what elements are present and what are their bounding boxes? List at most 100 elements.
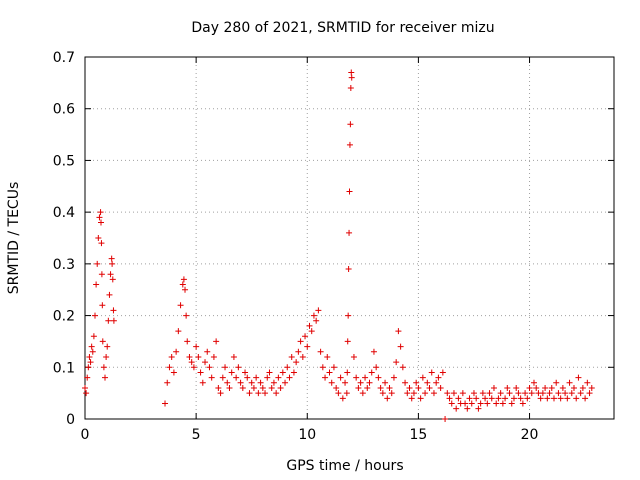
data-point — [162, 400, 169, 407]
x-tick-label: 20 — [521, 427, 539, 443]
data-point — [422, 390, 429, 397]
data-point — [290, 369, 297, 376]
data-point — [415, 384, 422, 391]
data-point — [337, 374, 344, 381]
data-point — [277, 384, 284, 391]
data-point — [466, 395, 473, 402]
data-point — [424, 379, 431, 386]
data-point — [237, 379, 244, 386]
data-point — [175, 328, 182, 335]
data-point — [550, 395, 557, 402]
data-point — [90, 333, 97, 340]
data-point — [87, 359, 94, 366]
data-point — [413, 379, 420, 386]
data-point — [275, 374, 282, 381]
y-tick-label: 0.1 — [53, 360, 75, 376]
data-point — [343, 390, 350, 397]
data-point — [537, 395, 544, 402]
data-point — [475, 405, 482, 412]
data-point — [288, 353, 295, 360]
data-point — [419, 374, 426, 381]
x-tick-label: 5 — [192, 427, 201, 443]
data-point — [410, 390, 417, 397]
chart-title: Day 280 of 2021, SRMTID for receiver miz… — [191, 20, 494, 36]
data-point — [470, 390, 477, 397]
data-point — [544, 395, 551, 402]
data-point — [295, 348, 302, 355]
data-point — [228, 369, 235, 376]
data-point — [437, 384, 444, 391]
data-point — [333, 384, 340, 391]
data-point — [273, 390, 280, 397]
data-point — [555, 390, 562, 397]
data-point — [402, 379, 409, 386]
data-point — [368, 369, 375, 376]
data-point — [246, 390, 253, 397]
data-point — [388, 390, 395, 397]
data-point — [98, 271, 105, 278]
data-point — [562, 390, 569, 397]
data-point — [393, 359, 400, 366]
data-point — [484, 400, 491, 407]
data-point — [105, 317, 112, 324]
data-point — [335, 390, 342, 397]
data-point — [566, 379, 573, 386]
data-point — [208, 374, 215, 381]
data-point — [455, 395, 462, 402]
data-point — [404, 390, 411, 397]
data-point — [306, 322, 313, 329]
data-point — [573, 395, 580, 402]
data-point — [346, 141, 353, 148]
data-point — [430, 390, 437, 397]
data-point — [166, 364, 173, 371]
data-point — [286, 374, 293, 381]
data-point — [570, 384, 577, 391]
data-point — [355, 384, 362, 391]
data-point — [364, 384, 371, 391]
data-point — [95, 235, 102, 241]
data-point — [477, 400, 484, 407]
data-point — [319, 364, 326, 371]
data-point — [244, 374, 251, 381]
data-point — [233, 374, 240, 381]
data-point — [406, 384, 413, 391]
data-point — [173, 348, 180, 355]
data-point — [417, 395, 424, 402]
data-point — [586, 390, 593, 397]
data-point — [542, 384, 549, 391]
data-point — [110, 307, 117, 314]
y-tick-label: 0.4 — [53, 205, 75, 221]
data-point — [513, 384, 520, 391]
data-point — [104, 343, 111, 350]
data-point — [588, 384, 595, 391]
data-point — [462, 400, 469, 407]
data-point — [377, 384, 384, 391]
data-point — [526, 384, 533, 391]
data-point — [382, 379, 389, 386]
data-point — [103, 353, 110, 360]
data-point — [182, 286, 189, 293]
data-point — [344, 369, 351, 376]
x-tick-label: 15 — [409, 427, 427, 443]
grid-lines — [85, 57, 614, 419]
data-point — [235, 364, 242, 371]
data-point — [99, 302, 106, 309]
data-point — [202, 359, 209, 366]
data-point — [195, 353, 202, 360]
data-point — [390, 374, 397, 381]
data-point — [439, 369, 446, 376]
data-point — [250, 384, 257, 391]
data-point — [317, 348, 324, 355]
data-point — [546, 390, 553, 397]
data-point — [479, 390, 486, 397]
data-point — [326, 369, 333, 376]
data-point — [264, 374, 271, 381]
data-point — [584, 379, 591, 386]
data-point — [197, 369, 204, 376]
data-point — [519, 400, 526, 407]
data-point — [408, 395, 415, 402]
data-point — [448, 400, 455, 407]
data-point — [464, 405, 471, 412]
data-point — [386, 384, 393, 391]
